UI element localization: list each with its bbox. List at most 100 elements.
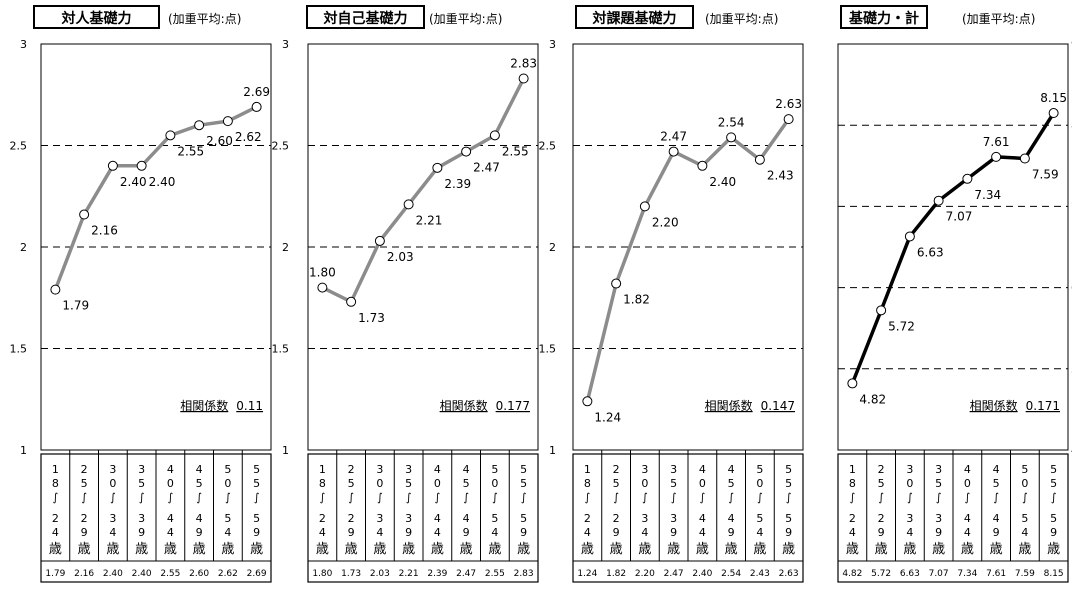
category-char: 歳 (517, 542, 530, 557)
table-value: 2.21 (399, 569, 419, 579)
category-char: 2 (348, 512, 355, 525)
category-char: 0 (1021, 477, 1028, 490)
category-char: 歳 (431, 542, 444, 557)
category-char: 4 (1021, 526, 1028, 539)
chart-panel-2: 対自己基礎力 (加重平均:点) 1 1.5 2 2.5 3 1.80 1.73 2.03 2.21 2… (272, 6, 539, 582)
y-tick-label: 1 (20, 444, 27, 457)
table-value: 2.39 (427, 569, 447, 579)
data-label: 2.47 (473, 161, 500, 175)
age-category-cell: 25∫29歳 (610, 463, 623, 557)
table-value: 2.40 (103, 569, 123, 579)
category-char: 5 (224, 512, 231, 525)
table-value: 2.54 (721, 569, 741, 579)
category-char: 5 (253, 477, 260, 490)
data-point (905, 232, 914, 241)
category-char: ∫ (993, 491, 999, 504)
age-category-cell: 55∫59歳 (782, 463, 795, 557)
category-char: 5 (728, 477, 735, 490)
category-char: ∫ (139, 491, 145, 504)
category-char: ∫ (965, 491, 971, 504)
age-category-cell: 25∫29歳 (345, 463, 358, 557)
category-char: 5 (520, 477, 527, 490)
category-char: 歳 (460, 542, 473, 557)
age-category-cell: 35∫39歳 (402, 463, 415, 557)
data-point (1049, 109, 1058, 118)
category-char: 0 (434, 477, 441, 490)
data-label: 2.83 (510, 57, 537, 71)
chart-panel-4: 基礎力・計(加重平均:点)4567894.825.726.637.077.347… (838, 6, 1072, 582)
category-char: 2 (81, 463, 88, 476)
data-point (992, 152, 1001, 161)
data-label: 6.63 (917, 245, 944, 259)
category-char: 9 (613, 526, 620, 539)
y-tick-label: 2 (20, 241, 27, 254)
category-char: 9 (935, 526, 942, 539)
category-char: ∫ (878, 491, 884, 504)
data-point (727, 133, 736, 142)
table-value: 5.72 (871, 569, 891, 579)
data-label: 2.39 (444, 177, 471, 191)
category-char: 歳 (78, 542, 91, 557)
category-char: 5 (405, 477, 412, 490)
category-char: ∫ (786, 491, 792, 504)
category-char: ∫ (671, 491, 677, 504)
data-point (375, 236, 384, 245)
category-char: 4 (964, 526, 971, 539)
category-char: 歳 (193, 542, 206, 557)
age-category-cell: 30∫34歳 (106, 463, 119, 557)
category-char: 歳 (1047, 542, 1060, 557)
category-char: 3 (376, 463, 383, 476)
y-tick-label: 3 (20, 38, 27, 51)
category-char: 5 (1050, 477, 1057, 490)
category-char: 5 (138, 477, 145, 490)
category-char: ∫ (377, 491, 383, 504)
category-char: ∫ (521, 491, 527, 504)
data-point (108, 161, 117, 170)
age-category-cell: 18∫ 24 歳 (581, 463, 594, 557)
correlation-value: 0.177 (496, 399, 530, 413)
category-char: 0 (906, 477, 913, 490)
table-value: 2.47 (456, 569, 476, 579)
data-point (848, 379, 857, 388)
category-char: 9 (520, 526, 527, 539)
age-category-cell: 35∫39歳 (932, 463, 945, 557)
data-point (934, 196, 943, 205)
category-char: 3 (376, 512, 383, 525)
category-char: 5 (224, 463, 231, 476)
category-char: 5 (348, 477, 355, 490)
age-category-cell: 55∫59歳 (517, 463, 530, 557)
category-char: 4 (906, 526, 913, 539)
category-char: 1 (319, 463, 326, 476)
category-char: 歳 (49, 542, 62, 557)
category-char: 1 (584, 463, 591, 476)
data-label: 1.82 (623, 293, 650, 307)
category-char: 5 (785, 463, 792, 476)
category-char: 2 (319, 512, 326, 525)
category-char: 3 (906, 463, 913, 476)
category-char: 歳 (610, 542, 623, 557)
data-point (784, 115, 793, 124)
category-char: 3 (641, 512, 648, 525)
category-char: 2 (878, 463, 885, 476)
data-point (433, 163, 442, 172)
table-value: 2.62 (218, 569, 238, 579)
chart-title: 対自己基礎力 (323, 10, 408, 27)
category-char: 2 (878, 512, 885, 525)
category-char: ∫ (1051, 491, 1057, 504)
y-tick-label: 1 (549, 444, 556, 457)
category-char: 3 (138, 463, 145, 476)
category-char: 歳 (488, 542, 501, 557)
category-char: 歳 (135, 542, 148, 557)
age-category-cell: 55∫59歳 (250, 463, 263, 557)
category-char: 2 (52, 512, 59, 525)
age-category-cell: 40∫44歳 (431, 463, 444, 557)
y-tick-label: 1.5 (272, 343, 290, 356)
category-char: 歳 (696, 542, 709, 557)
category-char: 0 (224, 477, 231, 490)
table-value: 1.80 (312, 569, 332, 579)
table-value: 2.20 (635, 569, 655, 579)
category-char: 4 (699, 463, 706, 476)
category-char: ∫ (463, 491, 469, 504)
table-value: 7.59 (1015, 569, 1035, 579)
data-point (347, 297, 356, 306)
